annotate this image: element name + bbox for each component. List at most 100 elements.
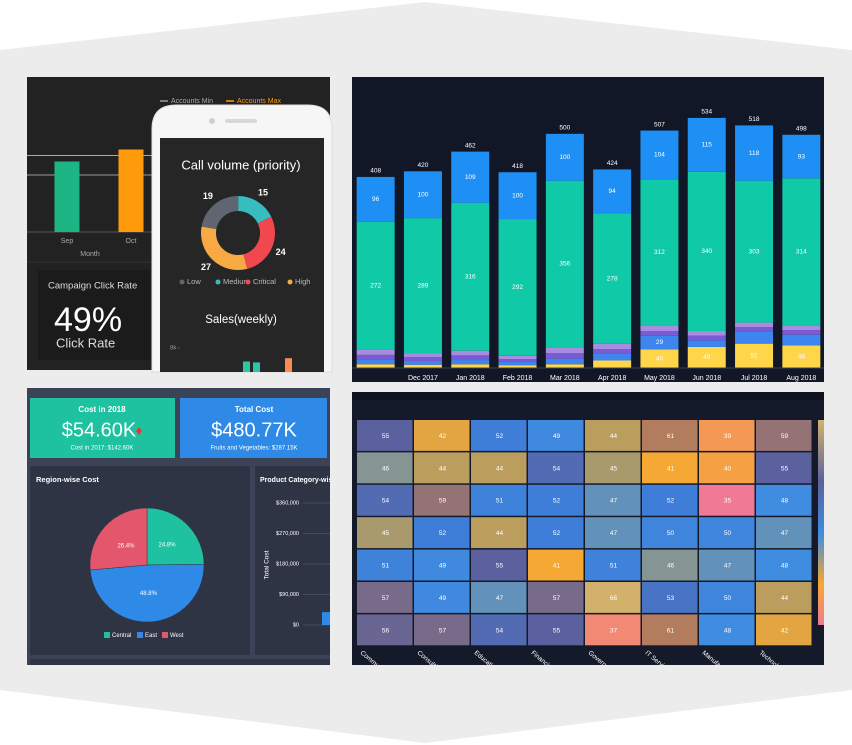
pie-chart: Region-wise Cost 24.8% 48.8% 26.4% Central Ea… bbox=[36, 475, 205, 639]
cell-label: 46 bbox=[382, 465, 390, 472]
cell-label: 47 bbox=[610, 498, 618, 505]
heatmap-cell bbox=[357, 452, 413, 484]
heatmap-cell bbox=[528, 614, 584, 646]
bar-segment bbox=[545, 364, 584, 368]
x-tick-label: Jun 2018 bbox=[692, 375, 721, 382]
bar-segment bbox=[403, 218, 442, 354]
bar-segment bbox=[782, 345, 821, 368]
data-label: 15 bbox=[258, 188, 268, 198]
bar bbox=[322, 612, 330, 625]
bar-segment bbox=[498, 355, 537, 360]
heatmap-cell bbox=[414, 484, 470, 516]
chart-title: Call volume (priority) bbox=[181, 157, 300, 172]
data-label: 100 bbox=[559, 154, 570, 161]
heatmap-cell bbox=[357, 484, 413, 516]
cell-label: 44 bbox=[496, 465, 504, 472]
x-tick-label: Mar 2018 bbox=[550, 375, 580, 382]
heatmap-cell bbox=[756, 484, 812, 516]
heatmap-cell bbox=[528, 549, 584, 581]
y-tick-label: $180,000 bbox=[276, 561, 299, 567]
heatmap-cell bbox=[528, 484, 584, 516]
cell-label: 48 bbox=[724, 627, 732, 634]
cell-label: 51 bbox=[382, 563, 390, 570]
heatmap-cell bbox=[414, 582, 470, 613]
heatmap-cell bbox=[642, 614, 698, 646]
legend-swatch bbox=[162, 632, 168, 638]
data-label: 48 bbox=[798, 353, 806, 360]
cell-label: 61 bbox=[667, 627, 675, 634]
heatmap-cell bbox=[471, 484, 527, 516]
total-label: 420 bbox=[418, 162, 429, 169]
bar-segment bbox=[356, 364, 395, 368]
total-label: 518 bbox=[749, 116, 760, 123]
data-label: 314 bbox=[796, 249, 807, 256]
bar-segment bbox=[545, 353, 584, 359]
x-tick-label: Feb 2018 bbox=[503, 375, 533, 382]
cell-label: 44 bbox=[781, 595, 789, 602]
heatmap-cell bbox=[528, 517, 584, 549]
subpanel bbox=[30, 659, 330, 665]
data-label: 94 bbox=[609, 188, 617, 195]
bar-segment bbox=[687, 117, 726, 172]
bar-segment bbox=[640, 331, 679, 336]
legend-swatch bbox=[215, 279, 221, 285]
legend-swatch bbox=[179, 279, 185, 285]
phone-camera bbox=[209, 118, 215, 124]
bar-segment bbox=[403, 171, 442, 219]
cell-label: 52 bbox=[667, 498, 675, 505]
legend-label: East bbox=[145, 633, 157, 639]
data-label: 24 bbox=[276, 247, 286, 257]
data-label: 24.8% bbox=[159, 542, 177, 548]
bar-segment bbox=[356, 176, 395, 222]
heatmap-cell bbox=[756, 614, 812, 646]
bar-segment bbox=[735, 180, 774, 323]
x-axis-title: Month bbox=[80, 251, 100, 258]
heatmap-cell bbox=[756, 517, 812, 549]
cell-label: 46 bbox=[667, 563, 675, 570]
color-bar bbox=[818, 420, 824, 625]
heatmap-cell bbox=[528, 582, 584, 613]
data-label: 96 bbox=[372, 196, 380, 203]
heatmap-cell bbox=[357, 517, 413, 549]
data-label: 118 bbox=[749, 150, 760, 157]
kpi-card bbox=[180, 398, 327, 458]
cell-label: 42 bbox=[439, 433, 447, 440]
phone-speaker bbox=[225, 119, 257, 123]
legend-label: Accounts Max bbox=[237, 98, 281, 105]
bar bbox=[243, 361, 250, 372]
heatmap-cell bbox=[585, 484, 641, 516]
heatmap-cell bbox=[471, 582, 527, 613]
cell-label: 44 bbox=[496, 530, 504, 537]
heatmap-cell bbox=[699, 517, 755, 549]
total-label: 500 bbox=[559, 125, 570, 132]
cell-label: 59 bbox=[781, 433, 789, 440]
bar-segment bbox=[545, 347, 584, 354]
total-label: 424 bbox=[607, 160, 618, 167]
bar bbox=[253, 362, 260, 372]
heatmap-cell bbox=[642, 484, 698, 516]
pie-slice bbox=[146, 507, 205, 566]
bar-segment bbox=[593, 343, 632, 350]
heatmap-cell bbox=[642, 420, 698, 451]
heatmap-cell bbox=[642, 452, 698, 484]
chart-title: Sales(weekly) bbox=[205, 314, 277, 326]
data-label: 48.8% bbox=[140, 591, 158, 597]
bar-segment bbox=[687, 331, 726, 336]
heatmap-cell bbox=[471, 517, 527, 549]
heatmap-cell bbox=[585, 582, 641, 613]
heatmap-cell bbox=[585, 614, 641, 646]
cell-label: 52 bbox=[496, 433, 504, 440]
data-label: 104 bbox=[654, 152, 665, 159]
bar-segment bbox=[498, 172, 537, 220]
bar-segment bbox=[451, 151, 490, 203]
cell-label: 51 bbox=[496, 498, 504, 505]
bar-segment bbox=[451, 364, 490, 368]
heatmap-cell bbox=[699, 452, 755, 484]
data-label: 109 bbox=[465, 174, 476, 181]
heatmap-cell bbox=[357, 420, 413, 451]
chart-title: Region-wise Cost bbox=[36, 475, 99, 484]
cell-label: 52 bbox=[553, 498, 561, 505]
heatmap-cell bbox=[357, 549, 413, 581]
cell-label: 42 bbox=[781, 627, 789, 634]
cell-label: 50 bbox=[724, 595, 732, 602]
